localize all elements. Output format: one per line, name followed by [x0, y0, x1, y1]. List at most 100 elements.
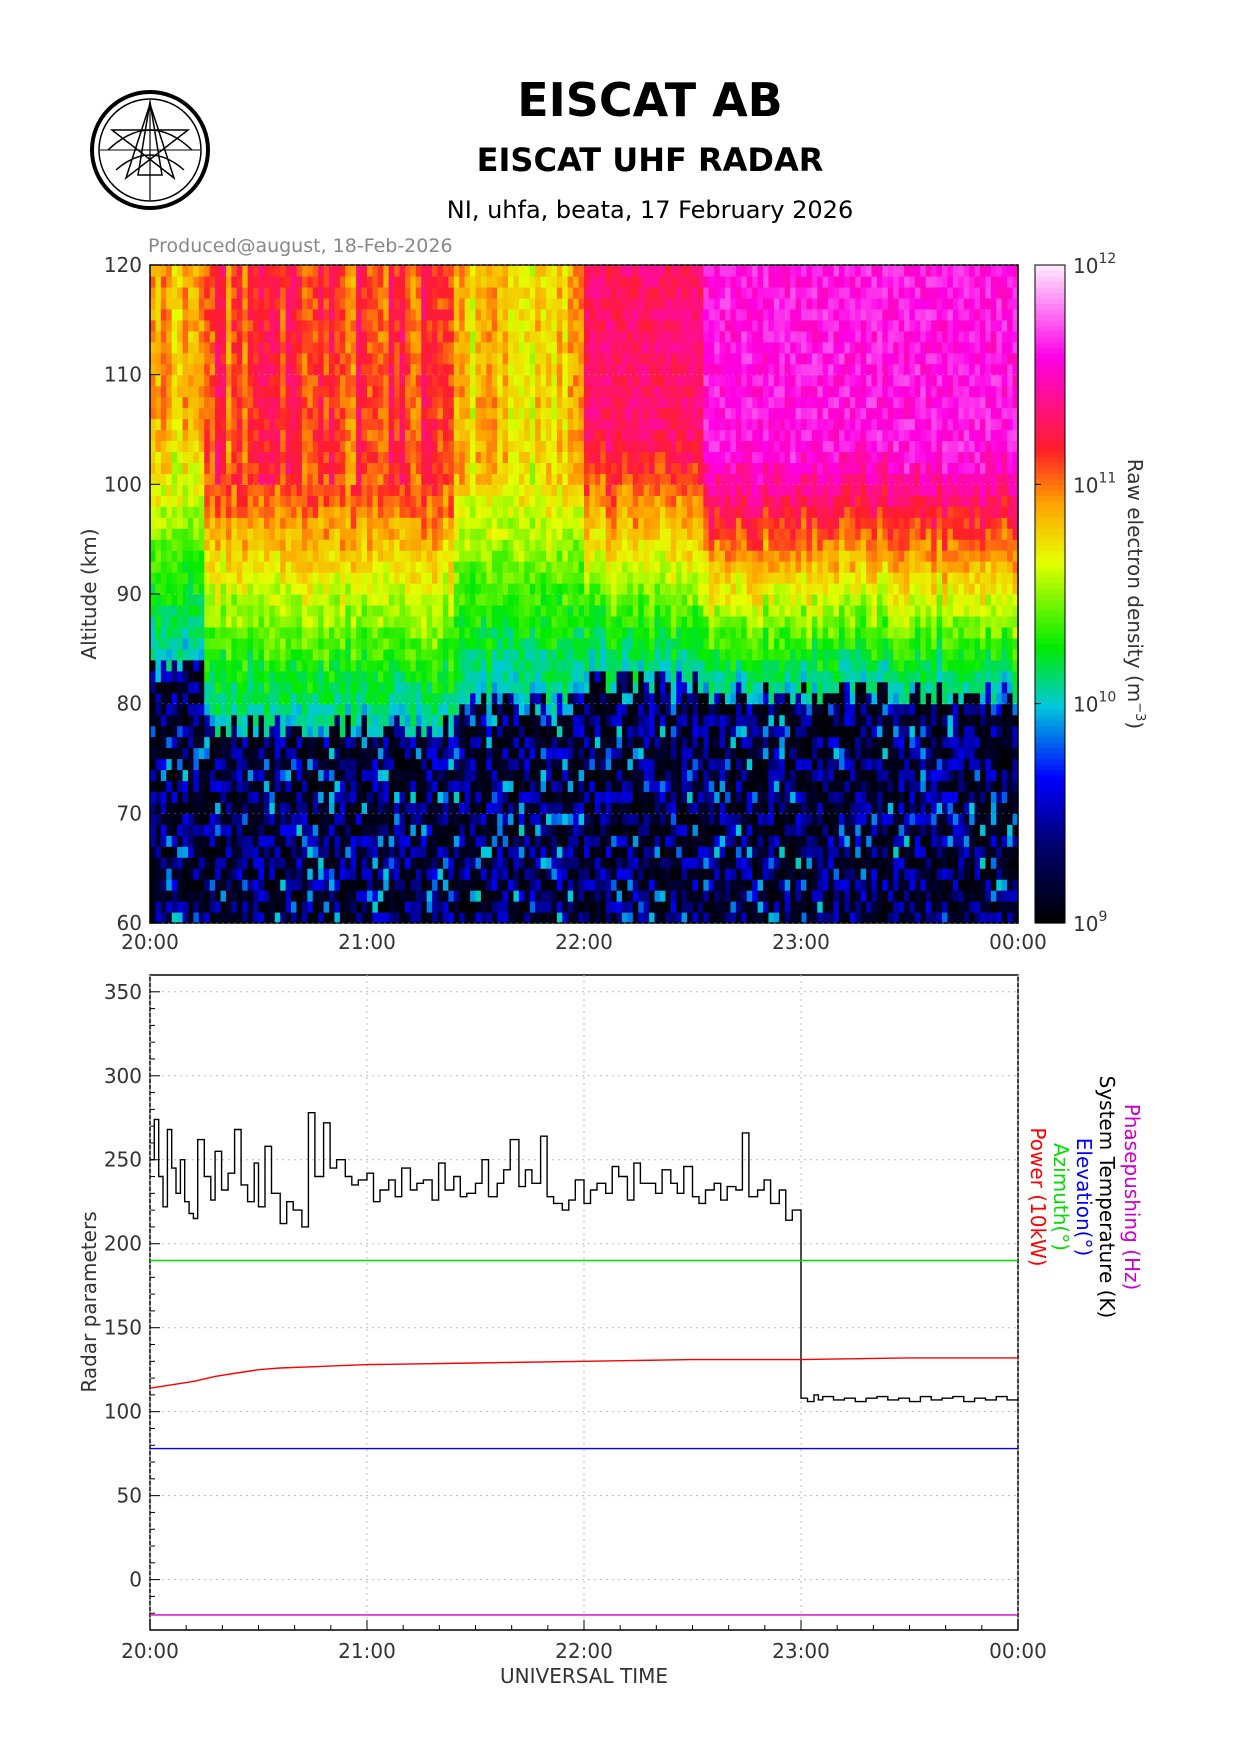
heatmap-cell — [589, 604, 596, 617]
heatmap-cell — [486, 374, 493, 387]
heatmap-cell — [301, 813, 308, 825]
heatmap-cell — [274, 297, 281, 310]
heatmap-cell — [529, 462, 536, 474]
heatmap-cell — [518, 363, 525, 376]
heatmap-cell — [215, 385, 222, 398]
heatmap-cell — [372, 517, 379, 529]
heatmap-cell — [426, 604, 433, 617]
heatmap-cell — [453, 473, 460, 485]
heatmap-cell — [166, 670, 173, 683]
heatmap-cell — [535, 659, 542, 672]
heatmap-cell — [502, 418, 509, 431]
heatmap-cell — [567, 824, 574, 836]
heatmap-cell — [388, 396, 395, 409]
page-subtitle: EISCAT UHF RADAR — [477, 141, 824, 179]
heatmap-cell — [198, 648, 205, 661]
heatmap-cell — [296, 747, 303, 760]
heatmap-cell — [345, 330, 352, 343]
heatmap-cell — [383, 857, 390, 869]
heatmap-cell — [491, 626, 498, 639]
heatmap-cell — [383, 813, 390, 825]
heatmap-cell — [307, 736, 314, 749]
heatmap-cell — [291, 528, 298, 540]
heatmap-cell — [225, 440, 232, 453]
heatmap-cell — [215, 868, 222, 880]
heatmap-cell — [236, 681, 243, 694]
heatmap-cell — [209, 626, 216, 639]
heatmap-cell — [589, 626, 596, 639]
heatmap-cell — [160, 780, 167, 792]
heatmap-cell — [497, 835, 504, 847]
heatmap-cell — [486, 670, 493, 683]
heatmap-cell — [594, 747, 601, 760]
heatmap-cell — [367, 572, 374, 584]
heatmap-cell — [513, 747, 520, 760]
heatmap-cell — [432, 769, 439, 782]
heatmap-cell — [334, 561, 341, 573]
heatmap-cell — [177, 714, 184, 727]
heatmap-cell — [421, 901, 428, 913]
heatmap-cell — [567, 418, 574, 431]
heatmap-cell — [209, 495, 216, 507]
heatmap-cell — [475, 265, 482, 277]
heatmap-cell — [182, 681, 189, 694]
heatmap-cell — [291, 594, 298, 606]
heatmap-cell — [301, 495, 308, 507]
heatmap-cell — [394, 736, 401, 749]
heatmap-cell — [334, 659, 341, 672]
heatmap-cell — [404, 714, 411, 727]
heatmap-cell — [339, 407, 346, 420]
heatmap-cell — [480, 857, 487, 869]
heatmap-cell — [470, 319, 477, 332]
heatmap-cell — [475, 692, 482, 705]
heatmap-cell — [361, 846, 368, 858]
heatmap-cell — [220, 879, 227, 891]
heatmap-cell — [307, 506, 314, 518]
heatmap-cell — [291, 615, 298, 628]
heatmap-cell — [296, 736, 303, 749]
heatmap-cell — [166, 308, 173, 321]
heatmap-cell — [594, 429, 601, 442]
heatmap-cell — [594, 528, 601, 540]
heatmap-cell — [345, 265, 352, 277]
heatmap-cell — [274, 539, 281, 551]
heatmap-cell — [339, 714, 346, 727]
heatmap-cell — [388, 363, 395, 376]
heatmap-cell — [470, 341, 477, 354]
heatmap-cell — [486, 824, 493, 836]
heatmap-cell — [166, 604, 173, 617]
heatmap-cell — [291, 506, 298, 518]
heatmap-cell — [475, 813, 482, 825]
heatmap-cell — [171, 824, 178, 836]
heatmap-cell — [285, 561, 292, 573]
heatmap-cell — [584, 352, 591, 365]
heatmap-cell — [383, 868, 390, 880]
heatmap-cell — [187, 813, 194, 825]
heatmap-cell — [486, 429, 493, 442]
heatmap-cell — [529, 626, 536, 639]
heatmap-cell — [356, 396, 363, 409]
heatmap-cell — [350, 604, 357, 617]
heatmap-cell — [594, 363, 601, 376]
heatmap-cell — [345, 308, 352, 321]
heatmap-cell — [480, 703, 487, 716]
heatmap-cell — [426, 681, 433, 694]
heatmap-cell — [285, 265, 292, 277]
heatmap-cell — [263, 670, 270, 683]
heatmap-cell — [388, 802, 395, 814]
heatmap-cell — [350, 385, 357, 398]
heatmap-cell — [182, 308, 189, 321]
heatmap-cell — [518, 550, 525, 562]
heatmap-cell — [301, 835, 308, 847]
heatmap-cell — [475, 670, 482, 683]
heatmap-cell — [177, 484, 184, 496]
heatmap-cell — [529, 583, 536, 595]
heatmap-cell — [442, 703, 449, 716]
heatmap-cell — [367, 692, 374, 705]
heatmap-cell — [318, 385, 325, 398]
heatmap-cell — [269, 670, 276, 683]
heatmap-cell — [426, 890, 433, 902]
heatmap-cell — [453, 265, 460, 277]
heatmap-cell — [562, 583, 569, 595]
heatmap-cell — [269, 506, 276, 518]
